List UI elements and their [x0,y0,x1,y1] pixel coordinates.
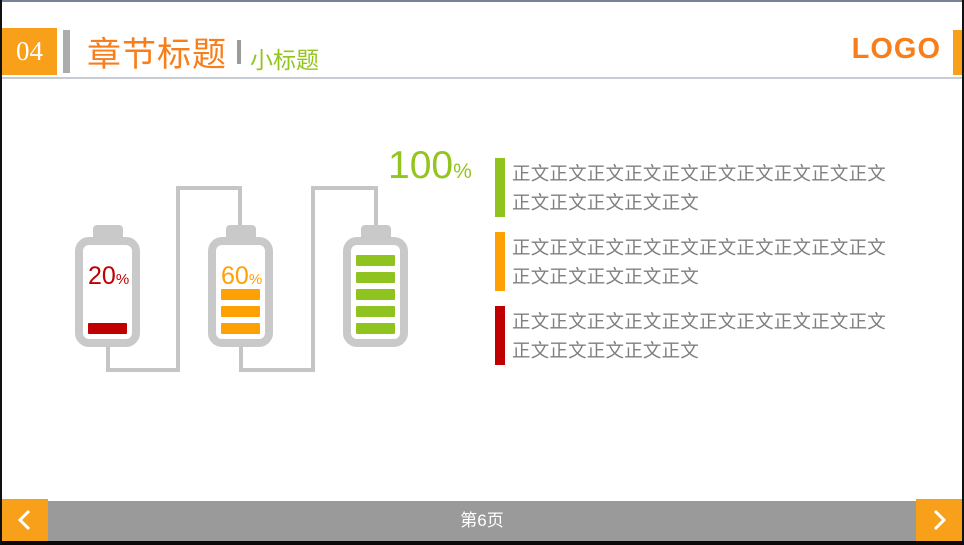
connector-wire [176,186,180,372]
battery-100-value: 100 [388,144,454,187]
battery-cap-icon [360,225,391,238]
prev-button[interactable] [2,499,48,541]
battery-100-label: 100% [388,144,472,188]
bullet-text-line: 正文正文正文正文正文正文正文正文正文正文 [512,163,887,184]
battery-20-fill-bars [88,323,127,334]
connector-wire [106,368,180,372]
body-text-blocks: 正文正文正文正文正文正文正文正文正文正文 正文正文正文正文正文 正文正文正文正文… [495,158,905,380]
battery-20-value: 20 [88,262,116,290]
bullet-item-red: 正文正文正文正文正文正文正文正文正文正文 正文正文正文正文正文 [495,306,905,365]
header-underline [2,77,962,79]
connector-wire [374,186,378,225]
connector-wire [239,368,315,372]
section-number-box: 04 [2,28,57,75]
frame-border-bottom [0,541,964,545]
next-button[interactable] [916,499,962,541]
logo-accent-bar [953,30,962,75]
bullet-item-orange: 正文正文正文正文正文正文正文正文正文正文 正文正文正文正文正文 [495,232,905,291]
chevron-left-icon [17,509,31,531]
connector-wire [311,186,378,190]
frame-border-left [0,0,2,545]
page-title: 章节标题 [87,36,227,74]
bullet-item-green: 正文正文正文正文正文正文正文正文正文正文 正文正文正文正文正文 [495,158,905,217]
battery-60-unit: % [248,271,263,288]
bullet-text: 正文正文正文正文正文正文正文正文正文正文 正文正文正文正文正文 [512,306,886,365]
battery-20-unit: % [115,271,130,288]
bullet-text-line: 正文正文正文正文正文正文正文正文正文正文 [512,237,887,258]
battery-60-label: 60% [221,262,262,291]
frame-border-top [0,0,964,2]
battery-100-icon [343,225,408,347]
title-separator [237,40,241,64]
bullet-accent-bar [495,306,505,365]
bullet-text: 正文正文正文正文正文正文正文正文正文正文 正文正文正文正文正文 [512,232,886,291]
page-subtitle: 小标题 [250,47,319,73]
bullet-text-line: 正文正文正文正文正文正文正文正文正文正文 [512,311,887,332]
frame-border-right [962,0,964,545]
footer-bar: 第6页 [2,501,962,541]
battery-60-fill-bars [221,289,260,334]
bullet-text-line: 正文正文正文正文正文 [512,192,700,213]
battery-cap-icon [92,225,123,238]
bullet-text-line: 正文正文正文正文正文 [512,266,700,287]
bullet-text-line: 正文正文正文正文正文 [512,340,700,361]
connector-wire [176,186,242,190]
battery-100-fill-bars [356,255,395,334]
section-number: 04 [16,36,43,66]
bullet-accent-bar [495,158,505,217]
chevron-right-icon [933,509,947,531]
page-number: 第6页 [460,511,504,530]
battery-60-value: 60 [221,262,249,290]
connector-wire [238,186,242,225]
battery-100-unit: % [453,160,472,183]
connector-wire [106,347,110,372]
battery-60-icon: 60% [208,225,273,347]
battery-20-label: 20% [88,262,129,291]
connector-wire [239,347,243,372]
logo-text: LOGO [851,33,941,65]
battery-20-icon: 20% [75,225,140,347]
section-divider-bar [63,30,70,73]
bullet-accent-bar [495,232,505,291]
battery-cap-icon [225,225,256,238]
connector-wire [311,186,315,372]
bullet-text: 正文正文正文正文正文正文正文正文正文正文 正文正文正文正文正文 [512,158,886,217]
